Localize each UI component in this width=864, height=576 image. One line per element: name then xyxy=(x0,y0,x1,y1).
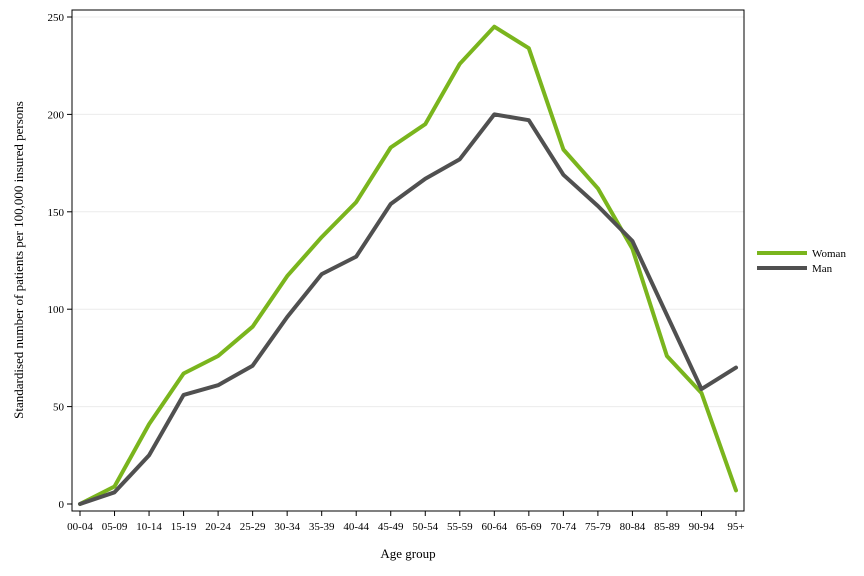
y-tick-label: 50 xyxy=(53,402,65,414)
x-tick-label: 75-79 xyxy=(585,521,611,533)
x-tick-label: 50-54 xyxy=(412,521,438,533)
series-line-woman xyxy=(78,24,738,506)
legend-label-man: Man xyxy=(812,263,833,275)
x-tick-label: 60-64 xyxy=(481,521,507,533)
x-tick-label: 45-49 xyxy=(378,521,404,533)
plot-area-frame xyxy=(71,9,745,512)
x-tick-label: 00-04 xyxy=(67,521,93,533)
x-tick-label: 65-69 xyxy=(516,521,542,533)
series-line-man xyxy=(78,112,738,506)
x-tick-label: 55-59 xyxy=(447,521,473,533)
y-axis-title: Standardised number of patients per 100,… xyxy=(11,101,26,419)
legend-label-woman: Woman xyxy=(812,248,846,260)
x-axis: 00-04 05-09 10-14 15-19 20-24 25-29 30-34 35-39… xyxy=(67,511,745,533)
gridlines xyxy=(72,16,744,408)
x-tick-label: 40-44 xyxy=(343,521,369,533)
y-tick-label: 150 xyxy=(48,207,65,219)
legend: Woman Man xyxy=(757,248,846,275)
x-tick-label: 05-09 xyxy=(102,521,128,533)
x-tick-label: 85-89 xyxy=(654,521,680,533)
y-tick-label: 200 xyxy=(48,109,65,121)
x-tick-label: 15-19 xyxy=(171,521,197,533)
series-lines xyxy=(78,24,738,506)
x-tick-label: 90-94 xyxy=(689,521,715,533)
x-tick-label: 95+ xyxy=(727,521,744,533)
y-tick-label: 100 xyxy=(48,304,65,316)
y-tick-label: 0 xyxy=(59,499,65,511)
x-tick-label: 35-39 xyxy=(309,521,335,533)
y-tick-label: 250 xyxy=(48,12,65,24)
x-tick-label: 10-14 xyxy=(136,521,162,533)
x-tick-label: 70-74 xyxy=(551,521,577,533)
x-tick-label: 80-84 xyxy=(620,521,646,533)
x-tick-label: 25-29 xyxy=(240,521,266,533)
x-tick-label: 20-24 xyxy=(205,521,231,533)
x-tick-label: 30-34 xyxy=(274,521,300,533)
y-axis: 0 50 100 150 200 250 xyxy=(48,12,72,511)
x-axis-title: Age group xyxy=(380,546,435,561)
